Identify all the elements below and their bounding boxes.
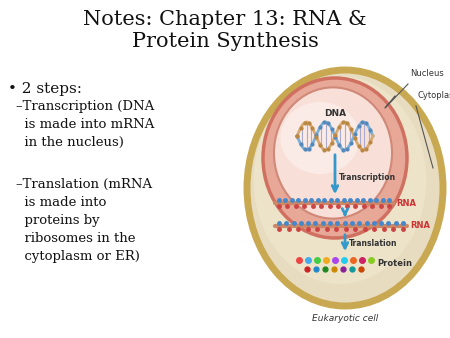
Text: –Transcription (DNA
  is made into mRNA
  in the nucleus): –Transcription (DNA is made into mRNA in…: [16, 100, 154, 149]
Text: Cytoplasm: Cytoplasm: [418, 91, 450, 100]
Ellipse shape: [248, 71, 442, 305]
Text: Eukaryotic cell: Eukaryotic cell: [312, 314, 378, 323]
Ellipse shape: [254, 76, 426, 284]
Text: –Translation (mRNA
  is made into
  proteins by
  ribosomes in the
  cytoplasm o: –Translation (mRNA is made into proteins…: [16, 178, 152, 263]
Text: DNA: DNA: [324, 109, 346, 118]
Text: Protein: Protein: [377, 260, 412, 268]
Ellipse shape: [280, 102, 360, 174]
Text: • 2 steps:: • 2 steps:: [8, 82, 82, 96]
Text: RNA: RNA: [396, 198, 416, 208]
Text: RNA: RNA: [410, 221, 430, 231]
Ellipse shape: [248, 71, 442, 306]
Ellipse shape: [247, 70, 443, 306]
Text: Nucleus: Nucleus: [410, 69, 444, 78]
Ellipse shape: [263, 78, 407, 238]
Ellipse shape: [249, 72, 441, 304]
Ellipse shape: [251, 74, 440, 302]
Ellipse shape: [248, 72, 441, 304]
Ellipse shape: [250, 74, 440, 303]
Text: Transcription: Transcription: [339, 173, 396, 182]
Ellipse shape: [249, 73, 441, 303]
Text: Translation: Translation: [349, 239, 397, 247]
Text: Notes: Chapter 13: RNA &
Protein Synthesis: Notes: Chapter 13: RNA & Protein Synthes…: [83, 10, 367, 51]
Ellipse shape: [251, 75, 439, 301]
Ellipse shape: [274, 88, 392, 219]
